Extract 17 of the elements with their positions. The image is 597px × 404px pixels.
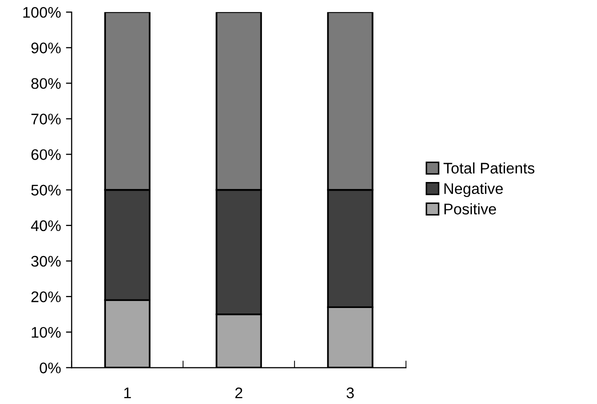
legend-label: Positive (444, 203, 496, 214)
y-tick-label: 50% (31, 184, 61, 196)
legend-label: Total Patients (444, 162, 534, 174)
legend-label: Negative (444, 182, 503, 198)
y-tick-label: 90% (31, 42, 61, 54)
y-tick-label: 10% (32, 326, 61, 338)
y-tick-label: 20% (31, 291, 61, 302)
x-tick-label: 1 (124, 388, 131, 398)
y-tick-label: 80% (31, 78, 61, 89)
x-tick-label: 2 (235, 387, 242, 398)
y-tick-label: 70% (31, 114, 61, 124)
y-tick-label: 60% (31, 149, 61, 160)
y-tick-label: 100% (23, 6, 61, 18)
y-tick-label: 30% (31, 256, 61, 267)
x-tick-label: 3 (346, 387, 354, 398)
y-tick-label: 0% (40, 362, 61, 374)
y-tick-label: 40% (30, 220, 61, 232)
